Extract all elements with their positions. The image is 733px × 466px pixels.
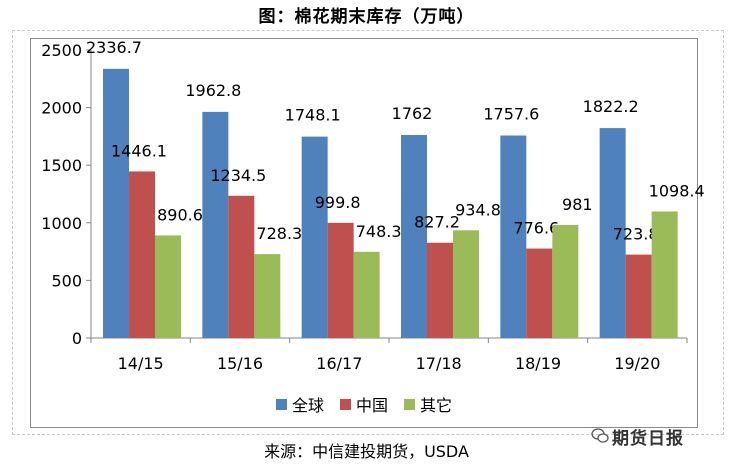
data-label: 1446.1	[111, 141, 167, 160]
x-tick-label: 17/18	[416, 354, 462, 373]
legend-label: 其它	[420, 396, 452, 415]
bar-2-0	[155, 235, 181, 338]
data-label: 1098.4	[649, 181, 705, 200]
data-label: 748.3	[356, 222, 402, 241]
x-tick-label: 16/17	[316, 354, 362, 373]
data-label: 728.3	[256, 224, 302, 243]
chart-frame	[30, 38, 698, 428]
y-tick-label: 500	[51, 271, 82, 290]
bar-0-3	[401, 135, 427, 338]
data-label: 1748.1	[285, 106, 341, 125]
bar-2-2	[353, 251, 380, 338]
bar-2-3	[453, 230, 479, 338]
legend-label: 中国	[356, 396, 388, 415]
bar-2-4	[552, 224, 579, 338]
data-label: 999.8	[315, 193, 361, 212]
y-tick-label: 0	[72, 329, 82, 348]
legend-label: 全球	[292, 396, 324, 415]
bar-1-1	[228, 195, 255, 338]
data-label: 1822.2	[583, 97, 639, 116]
data-label: 723.8	[613, 225, 659, 244]
bar-1-5	[625, 254, 652, 338]
data-label: 1762	[392, 104, 433, 123]
bar-2-1	[254, 254, 281, 338]
bar-0-5	[599, 128, 626, 338]
chart-title: 图：棉花期末库存（万吨）	[258, 7, 475, 27]
x-tick-label: 15/16	[217, 354, 263, 373]
legend-swatch	[404, 399, 415, 410]
bar-0-2	[301, 136, 328, 338]
dashed-border-right	[723, 30, 724, 435]
bar-1-4	[526, 248, 553, 338]
data-label: 981	[562, 195, 593, 214]
legend-swatch	[340, 399, 351, 410]
data-label: 890.6	[157, 205, 203, 224]
bar-1-3	[427, 242, 453, 338]
y-tick-label: 1000	[41, 214, 82, 233]
x-tick-label: 18/19	[515, 354, 561, 373]
dashed-border-top	[12, 30, 724, 31]
data-label: 776.6	[513, 219, 559, 238]
data-label: 827.2	[414, 213, 460, 232]
bar-2-5	[651, 211, 678, 338]
dashed-border-left	[12, 30, 13, 435]
y-tick-label: 1500	[41, 156, 82, 175]
source-note: 来源：中信建投期货，USDA	[264, 442, 469, 461]
x-tick-label: 19/20	[614, 354, 660, 373]
bar-0-1	[202, 111, 229, 338]
dashed-border-bottom	[12, 434, 724, 435]
bar-0-4	[500, 135, 527, 338]
x-tick-label: 14/15	[118, 354, 164, 373]
data-label: 2336.7	[86, 38, 142, 57]
bar-0-0	[103, 68, 129, 338]
data-label: 1757.6	[483, 105, 539, 124]
y-tick-label: 2000	[41, 99, 82, 118]
watermark: 期货日报	[612, 429, 684, 449]
bar-1-0	[129, 171, 155, 338]
data-label: 1234.5	[210, 166, 266, 185]
wechat-logo-icon	[591, 428, 609, 443]
y-tick-label: 2500	[41, 41, 82, 60]
data-label: 934.8	[455, 200, 501, 219]
bar-1-2	[327, 222, 354, 338]
data-label: 1962.8	[185, 81, 241, 100]
legend-swatch	[276, 399, 287, 410]
